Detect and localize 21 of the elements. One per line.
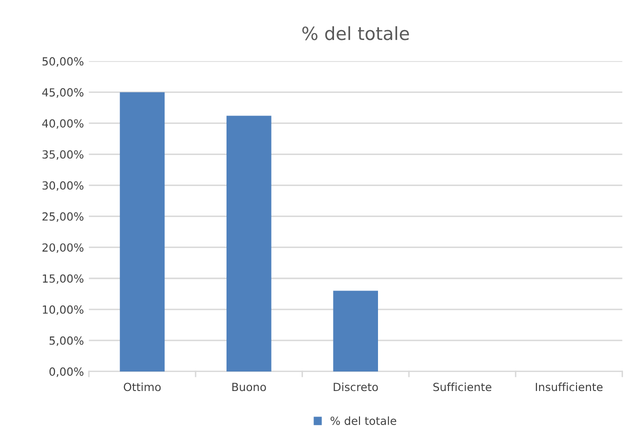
x-tick-label: Insufficiente	[536, 382, 603, 392]
chart-title: % del totale	[302, 26, 409, 40]
y-tick-label: 10,00%	[42, 305, 84, 315]
y-tick-label: 30,00%	[42, 181, 84, 191]
y-tick-label: 40,00%	[42, 119, 84, 129]
bar	[333, 290, 378, 372]
bar	[226, 116, 272, 372]
y-tick-label: 25,00%	[42, 212, 84, 222]
y-tick-label: 45,00%	[42, 88, 84, 98]
x-tick-label: Ottimo	[124, 382, 161, 392]
bar	[120, 92, 165, 372]
y-tick-label: 15,00%	[42, 274, 84, 284]
y-tick-label: 5,00%	[50, 336, 84, 346]
y-tick-label: 50,00%	[42, 57, 84, 67]
x-tick-label: Buono	[232, 382, 266, 392]
legend-label: % del totale	[330, 416, 396, 426]
y-tick-label: 35,00%	[42, 150, 84, 160]
y-tick-label: 20,00%	[42, 243, 84, 253]
y-tick-label: 0,00%	[49, 367, 84, 377]
x-tick-label: Discreto	[334, 382, 378, 392]
x-tick-label: Sufficiente	[433, 382, 492, 392]
